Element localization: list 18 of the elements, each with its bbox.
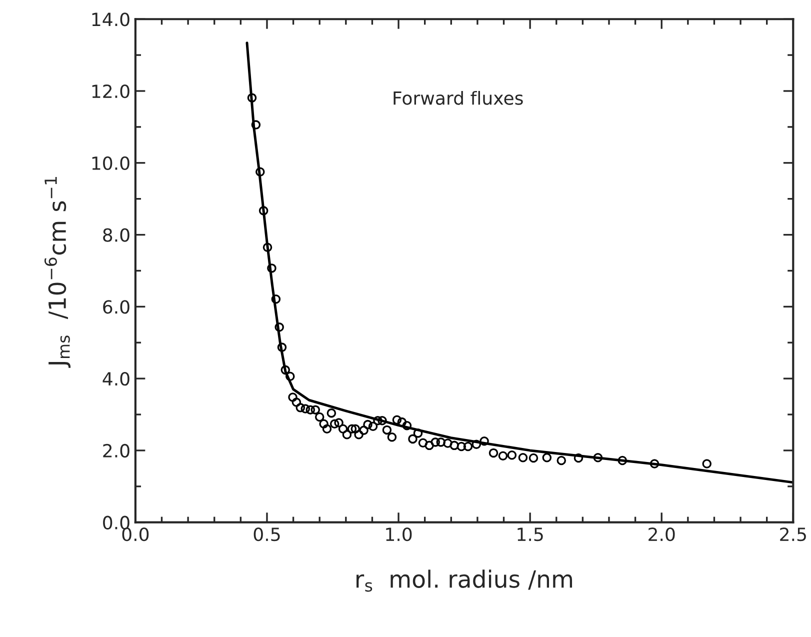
x-tick-label: 1.5 [518, 528, 543, 542]
y-tick-label: 0.0 [103, 516, 130, 530]
x-tick-label: 0.5 [254, 528, 280, 542]
line-series [246, 42, 794, 484]
x-tick-label: 2.5 [780, 528, 806, 542]
x-tick-label: 2.0 [648, 528, 675, 542]
y-axis-title: J$_{ms}$ /10$^{−6}$cm s$^{−1}$ [44, 177, 71, 368]
y-tick-label: 8.0 [103, 228, 130, 242]
x-axis-title: r$_{s}$ mol. radius /nm [356, 570, 572, 592]
y-tick-label: 2.0 [103, 444, 130, 458]
y-tick-label: 4.0 [102, 372, 130, 386]
x-tick-label: 0.0 [122, 528, 149, 542]
y-tick-label: 10.0 [92, 156, 130, 170]
y-tick-label: 14.0 [92, 12, 130, 26]
annotation: Forward fluxes [394, 90, 523, 105]
y-tick-label: 12.0 [92, 84, 130, 98]
y-tick-label: 6.0 [103, 300, 130, 314]
x-tick-label: 1.0 [386, 528, 412, 542]
